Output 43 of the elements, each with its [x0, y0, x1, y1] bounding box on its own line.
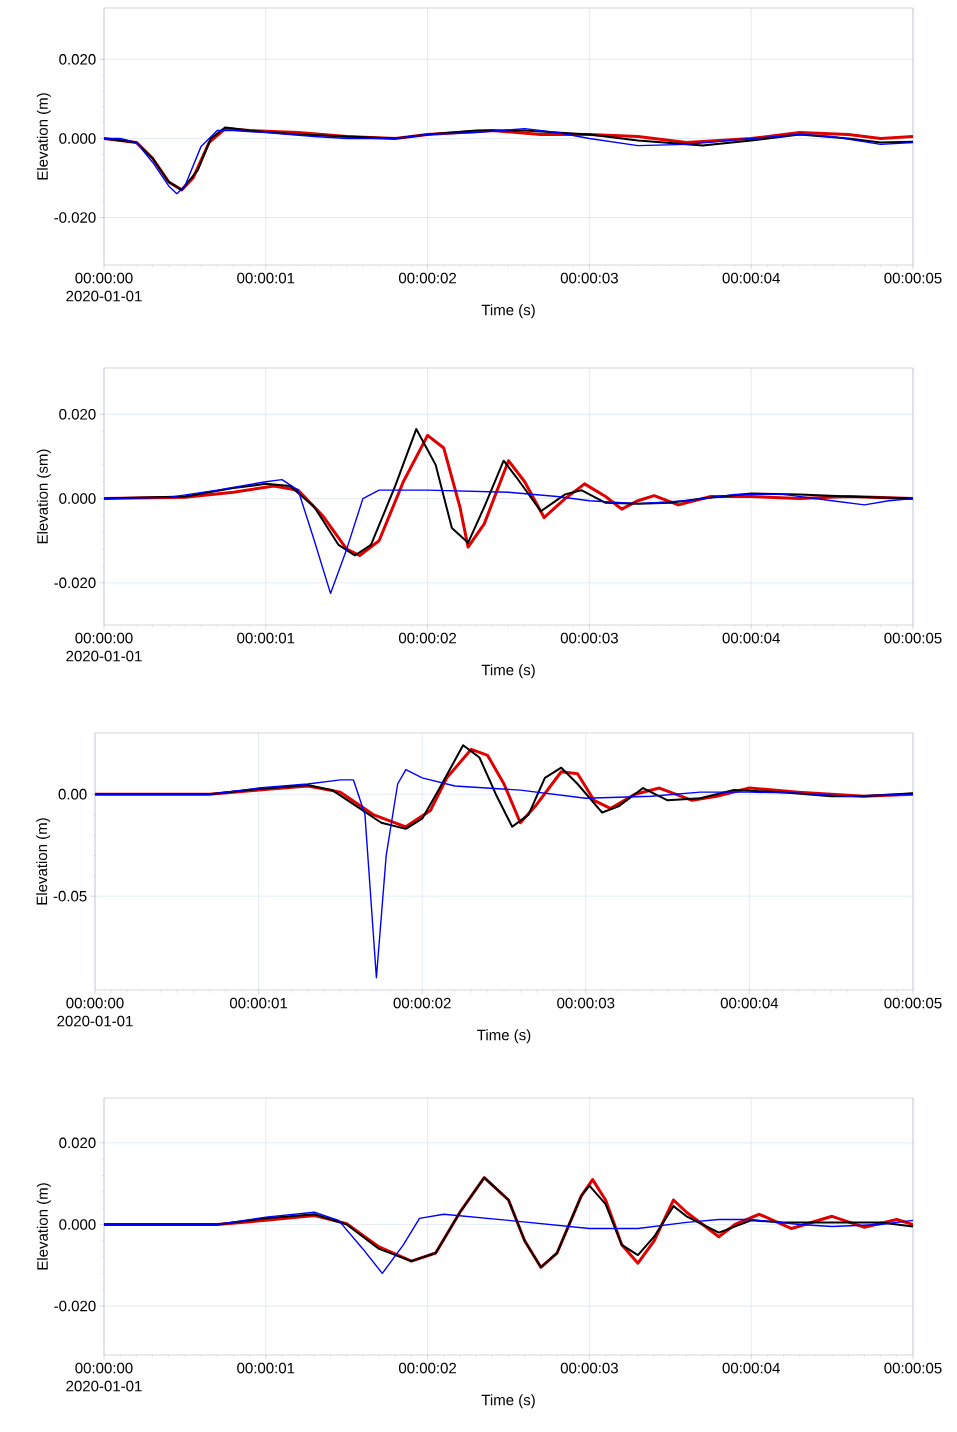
x-tick-label: 00:00:00 2020-01-01 — [66, 1362, 142, 1392]
x-tick-label: 00:00:04 — [722, 632, 780, 644]
x-tick-label: 00:00:04 — [722, 1362, 780, 1374]
y-tick-label: 0.020 — [59, 409, 96, 420]
x-axis-title: Time (s) — [477, 1029, 531, 1044]
y-axis-title: Elevation (m) — [36, 93, 51, 180]
x-tick-label: 00:00:03 — [560, 632, 618, 644]
x-axis-title: Time (s) — [481, 304, 535, 319]
x-tick-label: 00:00:04 — [720, 997, 779, 1009]
y-tick-label: 0.000 — [59, 493, 96, 504]
x-axis-title: Time (s) — [481, 1394, 535, 1409]
y-axis-title: Elevation (m) — [36, 1183, 51, 1270]
x-tick-label: 00:00:03 — [560, 272, 618, 284]
y-tick-label: 0.020 — [59, 1137, 96, 1149]
y-axis-title: Elevation (m) — [36, 818, 51, 905]
y-tick-label: 0.000 — [59, 133, 96, 144]
y-tick-label: 0.00 — [58, 788, 87, 800]
x-tick-label: 00:00:05 — [884, 1362, 942, 1374]
x-tick-label: 00:00:04 — [722, 272, 780, 284]
y-tick-label: 0.000 — [59, 1219, 96, 1230]
x-tick-label: 00:00:02 — [398, 272, 457, 284]
x-tick-label: 00:00:03 — [557, 997, 615, 1009]
x-tick-label: 00:00:01 — [237, 272, 295, 284]
y-tick-label: -0.020 — [54, 212, 96, 223]
x-axis-title: Time (s) — [481, 664, 535, 679]
x-tick-label: 00:00:00 2020-01-01 — [66, 632, 142, 662]
x-tick-label: 00:00:01 — [237, 1362, 295, 1374]
x-tick-label: 00:00:05 — [884, 997, 942, 1009]
x-tick-label: 00:00:00 2020-01-01 — [66, 272, 142, 302]
y-tick-label: -0.020 — [54, 1300, 96, 1312]
x-tick-label: 00:00:05 — [884, 272, 942, 284]
y-axis-title: Elevation (sm) — [36, 449, 51, 544]
x-tick-label: 00:00:02 — [393, 997, 451, 1009]
y-tick-label: -0.05 — [53, 890, 87, 902]
y-tick-label: -0.020 — [54, 577, 96, 589]
x-tick-label: 00:00:01 — [237, 632, 295, 644]
x-tick-label: 00:00:00 2020-01-01 — [57, 997, 133, 1027]
x-tick-label: 00:00:02 — [398, 1362, 457, 1374]
y-tick-label: 0.020 — [59, 54, 96, 65]
x-tick-label: 00:00:03 — [560, 1362, 618, 1374]
x-tick-label: 00:00:02 — [398, 632, 457, 644]
x-tick-label: 00:00:05 — [884, 632, 942, 644]
x-tick-label: 00:00:01 — [229, 997, 288, 1009]
